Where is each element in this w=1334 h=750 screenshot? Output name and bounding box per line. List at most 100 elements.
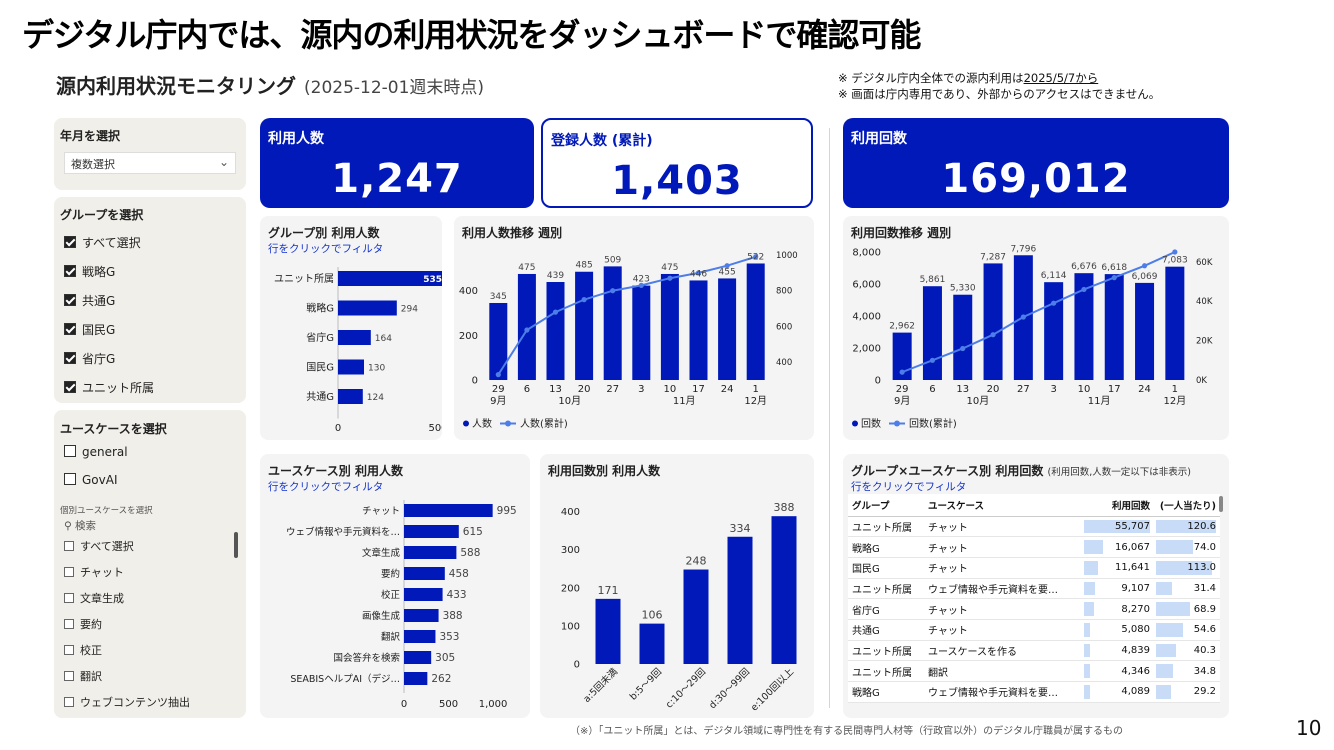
checkbox-checked[interactable] [64, 294, 76, 306]
bar[interactable] [727, 536, 753, 664]
category-label[interactable]: 国民G [306, 362, 334, 374]
checkbox[interactable] [64, 567, 74, 577]
group-option[interactable]: すべて選択 [64, 234, 141, 251]
month-select[interactable]: 複数選択 ⌄ [64, 152, 236, 174]
bar[interactable] [632, 285, 651, 380]
bar[interactable] [404, 630, 436, 643]
table-row[interactable]: 戦略G チャット 16,067 74.0 [848, 536, 1220, 558]
bar[interactable] [489, 302, 508, 380]
table-scrollbar[interactable] [1219, 496, 1223, 512]
bar[interactable] [746, 263, 765, 380]
group-option[interactable]: 共通G [64, 292, 115, 309]
usecase-list-scrollbar[interactable] [234, 532, 238, 558]
bar[interactable] [404, 588, 443, 601]
category-label[interactable]: 画像生成 [362, 610, 401, 622]
table-row[interactable]: 戦略G ウェブ情報や手元資料を要… 4,089 29.2 [848, 681, 1220, 703]
usecase-list-item[interactable]: チャット [64, 564, 124, 580]
legend-line-label[interactable]: 回数(累計) [909, 417, 957, 430]
bar[interactable] [595, 598, 621, 664]
table-row[interactable]: 共通G チャット 5,080 54.6 [848, 619, 1220, 641]
bar[interactable] [689, 280, 708, 380]
usecase-users-chart[interactable]: チャット 995 ウェブ情報や手元資料を… 615 文章生成 588 要約 458 校正 433 画… [260, 454, 530, 718]
checkbox[interactable] [64, 593, 74, 603]
usecase-list-item[interactable]: 要約 [64, 616, 102, 632]
table-row[interactable]: 省庁G チャット 8,270 68.9 [848, 598, 1220, 620]
category-label[interactable]: 戦略G [306, 302, 334, 315]
category-label[interactable]: 文章生成 [362, 547, 401, 559]
checkbox-checked[interactable] [64, 381, 76, 393]
bar[interactable] [338, 330, 371, 345]
table-row[interactable]: 国民G チャット 11,641 113.0 [848, 557, 1220, 579]
bar[interactable] [338, 359, 364, 375]
category-label[interactable]: 省庁G [306, 331, 334, 344]
category-label[interactable]: ウェブ情報や手元資料を… [286, 526, 400, 538]
bar[interactable] [1165, 266, 1185, 380]
usecase-list-item[interactable]: 翻訳 [64, 668, 102, 684]
bar[interactable] [1044, 282, 1064, 380]
bar[interactable] [404, 672, 428, 685]
bar[interactable] [983, 263, 1003, 380]
group-users-chart[interactable]: ユニット所属 535 戦略G 294 省庁G 164 国民G 130 共通G 124 0 500 [260, 216, 442, 440]
bar[interactable] [338, 389, 363, 404]
bar[interactable] [603, 266, 622, 380]
checkbox-checked[interactable] [64, 323, 76, 335]
checkbox[interactable] [64, 645, 74, 655]
bar[interactable] [404, 609, 439, 622]
group-option[interactable]: ユニット所属 [64, 379, 154, 396]
usecase-option[interactable]: general [64, 445, 128, 459]
bar[interactable] [517, 273, 536, 380]
bar[interactable] [546, 282, 565, 380]
category-label[interactable]: ユニット所属 [274, 273, 334, 285]
category-label[interactable]: 校正 [381, 589, 401, 601]
bar[interactable] [404, 651, 432, 664]
usecase-list-item[interactable]: ウェブコンテンツ抽出 [64, 694, 190, 710]
category-label[interactable]: 国会答弁を検索 [333, 652, 400, 664]
checkbox[interactable] [64, 619, 74, 629]
category-label[interactable]: 要約 [381, 568, 400, 580]
category-label[interactable]: SEABISヘルプAI（デジ… [290, 673, 400, 685]
checkbox[interactable] [64, 697, 74, 707]
checkbox-checked[interactable] [64, 236, 76, 248]
bar[interactable] [922, 286, 942, 380]
checkbox-checked[interactable] [64, 352, 76, 364]
bar[interactable] [404, 546, 457, 559]
bar[interactable] [718, 278, 737, 380]
bar[interactable] [953, 294, 973, 380]
legend-line-label[interactable]: 人数(累計) [520, 417, 568, 430]
usecase-option[interactable]: GovAI [64, 473, 118, 487]
usecase-list-item[interactable]: 文章生成 [64, 590, 124, 606]
category-label[interactable]: チャット [362, 506, 400, 517]
checkbox-checked[interactable] [64, 265, 76, 277]
bar[interactable] [338, 300, 397, 316]
checkbox[interactable] [64, 473, 76, 485]
usecase-list-item[interactable]: すべて選択 [64, 538, 134, 554]
bar[interactable] [771, 516, 797, 664]
table-row[interactable]: ユニット所属 翻訳 4,346 34.8 [848, 660, 1220, 682]
bar[interactable] [892, 332, 912, 380]
bar[interactable] [1135, 282, 1155, 380]
table-header[interactable]: グループ [848, 494, 924, 517]
bar[interactable] [1104, 274, 1124, 380]
bar[interactable] [404, 567, 445, 580]
category-label[interactable]: 翻訳 [381, 631, 401, 643]
table-header[interactable]: 利用回数 [1082, 494, 1154, 517]
bar[interactable] [683, 569, 709, 664]
usecase-search[interactable]: ⚲ 検索 [64, 518, 96, 533]
bar[interactable] [660, 273, 679, 380]
checkbox[interactable] [64, 671, 74, 681]
table-row[interactable]: ユニット所属 チャット 55,707 120.6 [848, 516, 1220, 538]
bar[interactable] [404, 525, 459, 538]
table-header[interactable]: ユースケース [924, 494, 1082, 517]
bar[interactable] [404, 504, 493, 517]
table-row[interactable]: ユニット所属 ウェブ情報や手元資料を要… 9,107 31.4 [848, 578, 1220, 600]
group-option[interactable]: 戦略G [64, 263, 115, 280]
bar[interactable] [338, 271, 442, 286]
checkbox[interactable] [64, 445, 76, 457]
table-row[interactable]: ユニット所属 ユースケースを作る 4,839 40.3 [848, 640, 1220, 662]
bar[interactable] [639, 623, 665, 664]
category-label[interactable]: 共通G [306, 391, 334, 403]
checkbox[interactable] [64, 541, 74, 551]
usecase-list-item[interactable]: 校正 [64, 642, 102, 658]
group-option[interactable]: 国民G [64, 321, 115, 338]
bar[interactable] [1074, 273, 1094, 380]
